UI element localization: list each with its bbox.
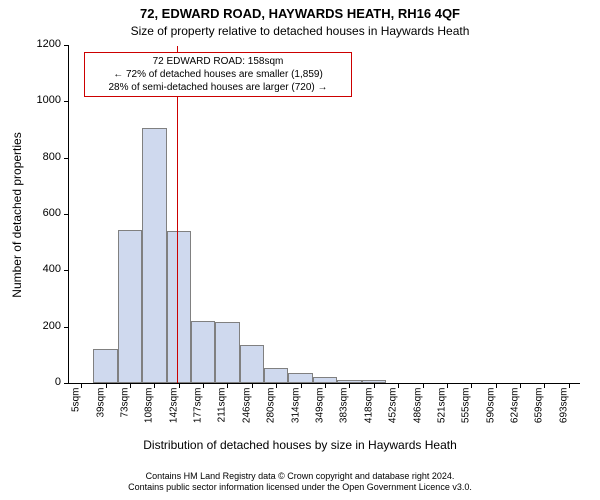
plot-area: 020040060080010001200 5sqm39sqm73sqm108s…	[68, 46, 580, 384]
x-tick-label: 177sqm	[193, 388, 204, 424]
y-tick-label: 200	[21, 320, 61, 332]
x-tick-label: 418sqm	[363, 388, 374, 424]
x-tick-label: 659sqm	[534, 388, 545, 424]
footnote: Contains HM Land Registry data © Crown c…	[0, 471, 600, 494]
x-tick-label: 555sqm	[461, 388, 472, 424]
x-tick-label: 39sqm	[95, 388, 106, 418]
x-tick-label: 349sqm	[315, 388, 326, 424]
x-tick-label: 211sqm	[217, 388, 228, 423]
x-tick-label: 452sqm	[388, 388, 399, 424]
footnote-line2: Contains public sector information licen…	[128, 482, 472, 492]
x-tick-label: 314sqm	[290, 388, 301, 424]
y-tick-label: 0	[21, 376, 61, 388]
callout-box: 72 EDWARD ROAD: 158sqm ← 72% of detached…	[84, 52, 352, 97]
x-tick-label: 142sqm	[168, 388, 179, 424]
histogram-bar	[93, 349, 117, 383]
x-tick-label: 521sqm	[436, 388, 447, 424]
histogram-bar	[142, 128, 166, 383]
histogram-bar	[362, 380, 386, 383]
histogram-bar	[240, 345, 264, 383]
callout-line2: ← 72% of detached houses are smaller (1,…	[89, 68, 347, 81]
x-tick-label: 73sqm	[119, 388, 130, 418]
y-tick-label: 800	[21, 151, 61, 163]
x-tick-label: 108sqm	[144, 388, 155, 424]
histogram-bar	[215, 322, 239, 383]
y-tick-label: 1000	[21, 94, 61, 106]
histogram-bar	[118, 230, 142, 384]
histogram-bar	[313, 377, 337, 383]
figure-subtitle: Size of property relative to detached ho…	[0, 24, 600, 38]
callout-line3: 28% of semi-detached houses are larger (…	[89, 81, 347, 94]
figure-title: 72, EDWARD ROAD, HAYWARDS HEATH, RH16 4Q…	[0, 6, 600, 21]
histogram-bar	[337, 380, 361, 383]
y-tick-label: 1200	[21, 38, 61, 50]
x-tick-label: 280sqm	[266, 388, 277, 424]
x-axis-label: Distribution of detached houses by size …	[0, 438, 600, 452]
histogram-bar	[264, 368, 288, 383]
figure: 72, EDWARD ROAD, HAYWARDS HEATH, RH16 4Q…	[0, 0, 600, 500]
x-tick-label: 383sqm	[339, 388, 350, 424]
histogram-bar	[288, 373, 312, 383]
x-tick-label: 486sqm	[412, 388, 423, 424]
x-tick-label: 590sqm	[485, 388, 496, 424]
x-tick-label: 624sqm	[510, 388, 521, 424]
x-tick-label: 5sqm	[71, 388, 82, 412]
y-tick-label: 600	[21, 207, 61, 219]
footnote-line1: Contains HM Land Registry data © Crown c…	[146, 471, 455, 481]
histogram-bar	[191, 321, 215, 383]
histogram-bar	[167, 231, 191, 383]
x-tick-label: 246sqm	[241, 388, 252, 424]
y-tick-label: 400	[21, 263, 61, 275]
callout-line1: 72 EDWARD ROAD: 158sqm	[89, 55, 347, 68]
x-tick-label: 693sqm	[558, 388, 569, 424]
